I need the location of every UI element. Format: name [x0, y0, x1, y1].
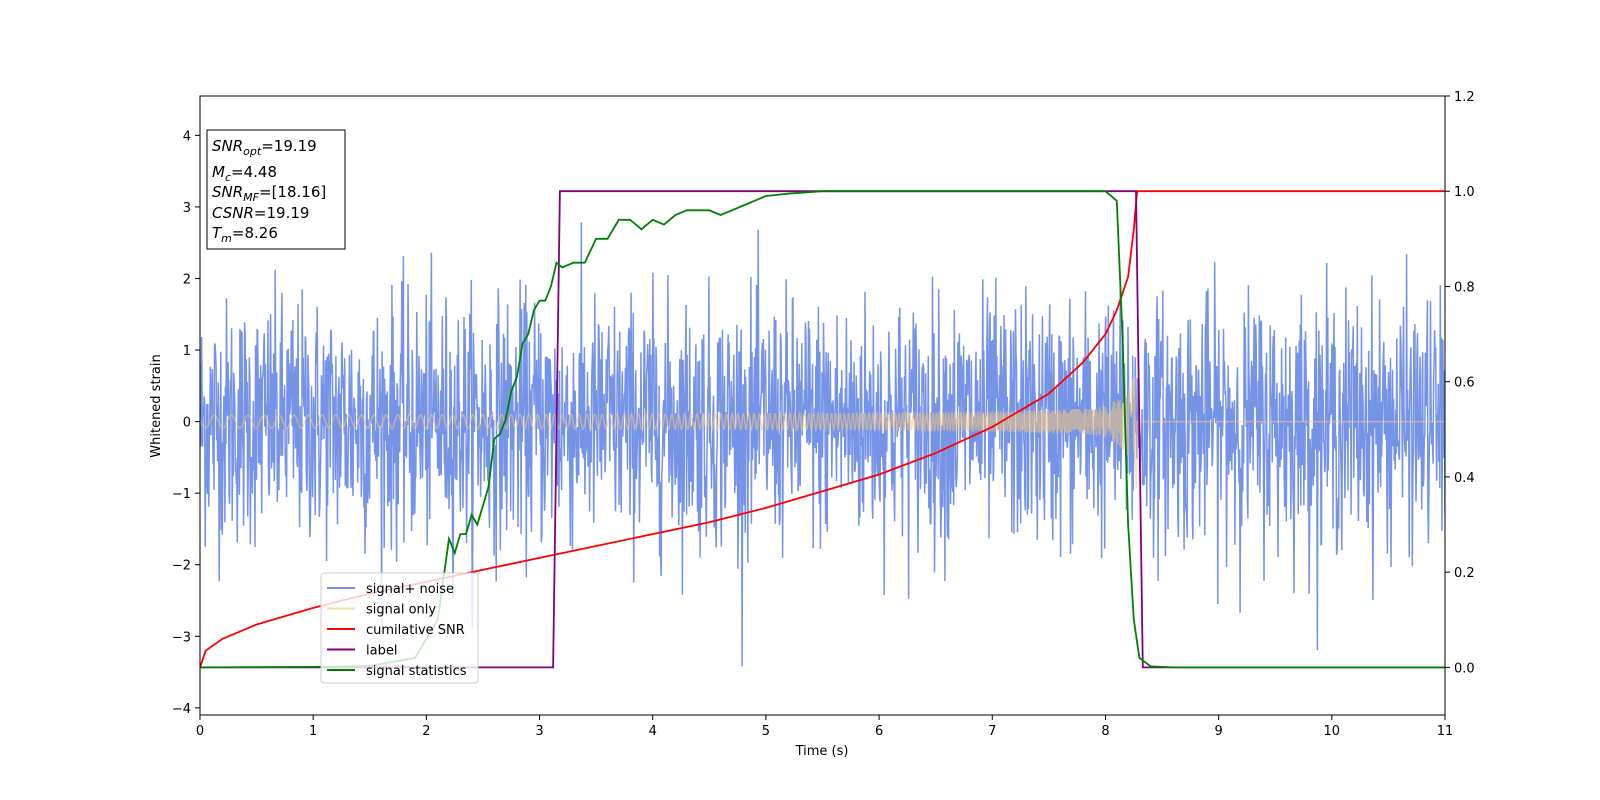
x-tick-label: 9	[1214, 724, 1222, 739]
x-tick-label: 6	[875, 724, 883, 739]
y-axis-label: Whitened strain	[149, 354, 164, 457]
annotation-line: SNRMF=[18.16]	[212, 183, 326, 204]
series-layer	[200, 190, 1445, 669]
y-right-tick-label: 0.8	[1454, 280, 1475, 295]
y-right-tick-label: 0.0	[1454, 661, 1475, 676]
y-left-tick-label: −3	[172, 630, 191, 645]
y-right-tick-label: 0.6	[1454, 376, 1475, 391]
x-tick-label: 11	[1437, 724, 1454, 739]
y-left-tick-label: 3	[183, 201, 191, 216]
x-tick-label: 1	[309, 724, 317, 739]
series-signal-noise	[200, 222, 1445, 667]
y-left-tick-label: 4	[183, 129, 191, 144]
annotation-line: Tm=8.26	[212, 224, 278, 245]
axes-layer: 0 1 2 3 4 5 6 7 8 9 10 11 −4 −3 −2 −1 0 1 2 3 4 0.0 0.2 0.4 0.6 0…	[172, 90, 1475, 739]
y-right-tick-label: 1.2	[1454, 90, 1475, 105]
y-left-tick-label: 0	[183, 416, 191, 431]
x-tick-label: 4	[649, 724, 657, 739]
x-tick-label: 8	[1101, 724, 1109, 739]
x-tick-label: 3	[535, 724, 543, 739]
series-cumilative-snr	[200, 190, 1445, 668]
x-tick-label: 2	[422, 724, 430, 739]
x-tick-label: 5	[762, 724, 770, 739]
legend-label: cumilative SNR	[366, 623, 465, 638]
x-tick-label: 7	[988, 724, 996, 739]
y-left-tick-label: −2	[172, 559, 191, 574]
y-right-tick-label: 1.0	[1454, 185, 1475, 200]
x-tick-label: 0	[196, 724, 204, 739]
series-signal-only	[200, 376, 1445, 489]
annotation-line: Mc=4.48	[212, 163, 277, 184]
y-left-tick-label: −4	[172, 702, 191, 717]
y-left-tick-label: −1	[172, 487, 191, 502]
y-right-tick-label: 0.4	[1454, 471, 1475, 486]
legend-label: label	[366, 644, 397, 659]
plot-frame	[199, 95, 1446, 716]
legend-label: signal+ noise	[366, 582, 454, 597]
annotation-box: SNRopt=19.19 Mc=4.48SNRMF=[18.16]CSNR=19.…	[206, 129, 346, 250]
y-left-tick-label: 2	[183, 272, 191, 287]
series-signal-statistics	[200, 190, 1445, 669]
annotation-line: CSNR=19.19	[212, 204, 309, 222]
legend-label: signal only	[366, 603, 436, 618]
y-left-tick-label: 1	[183, 344, 191, 359]
y-right-tick-label: 0.2	[1454, 566, 1475, 581]
legend: signal+ noise signal only cumilative SNR la…	[320, 572, 479, 684]
x-axis-label: Time (s)	[795, 744, 849, 759]
legend-label: signal statistics	[366, 664, 467, 679]
annotation-line: SNRopt=19.19	[212, 137, 317, 158]
x-tick-label: 10	[1324, 724, 1341, 739]
